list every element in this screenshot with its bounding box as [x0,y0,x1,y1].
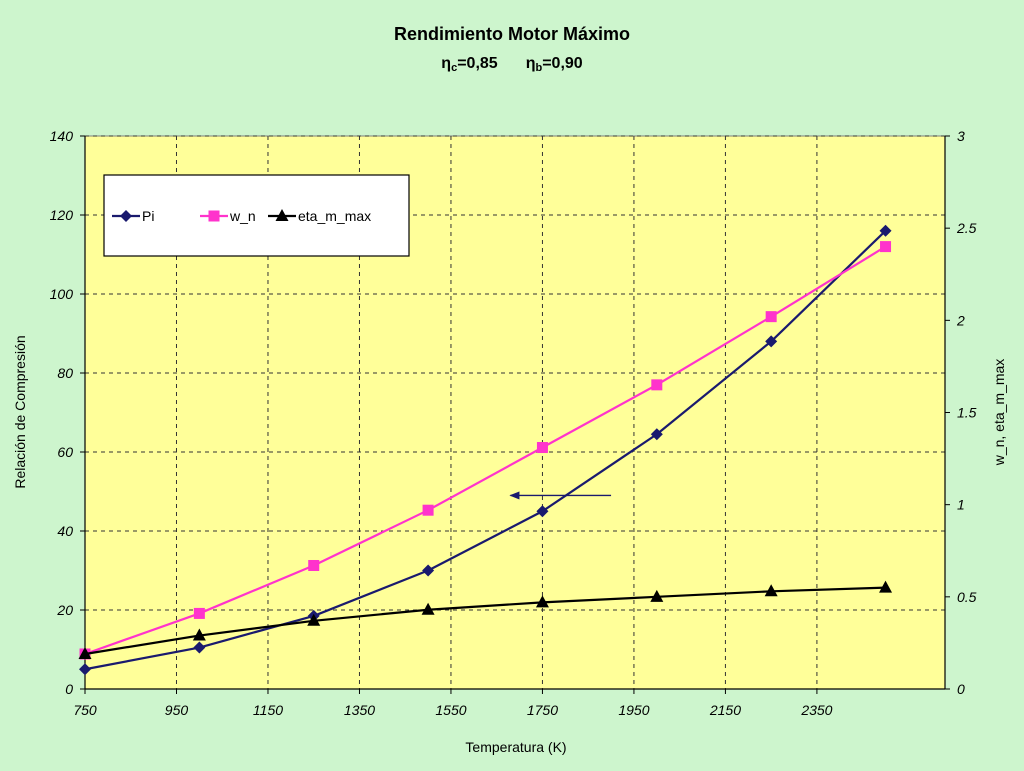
data-point [879,580,893,593]
data-point [535,595,549,608]
subtitle-left-sub: c [451,62,457,74]
y2-axis-title: w_n, eta_m_max [991,359,1007,467]
legend-marker [120,210,132,222]
subtitle-right-value: =0,90 [542,55,583,72]
series-line [84,245,887,656]
legend-box [103,174,410,257]
data-point [192,628,206,641]
y2-tick-label: 1 [957,497,965,513]
y2-tick-label: 0.5 [957,589,977,605]
chart-subtitle: ηc=0,85 ηb=0,90 [441,55,582,74]
series-line [84,586,886,656]
legend-marker [275,209,289,221]
x-tick-label: 1950 [618,702,649,718]
chart-title: Rendimiento Motor Máximo [394,24,630,44]
axes: 750 950 1150 1350 1550 1750 1950 2150 2350020406… [50,128,977,718]
data-point [421,602,435,615]
x-tick-label: 1550 [435,702,466,718]
y2-tick-label: 0 [957,681,965,697]
y-tick-label: 120 [50,207,74,223]
data-point [307,613,321,626]
y-tick-label: 20 [56,602,73,618]
x-tick-label: 950 [165,702,189,718]
data-point [78,646,92,659]
y2-tick-label: 3 [957,128,965,144]
data-point [765,311,777,323]
legend-label: eta_m_max [298,208,371,224]
data-point [536,505,549,518]
x-tick-label: 1150 [253,702,283,718]
y-tick-label: 140 [50,128,74,144]
series-eta-m-max [78,580,893,659]
x-tick-label: 1350 [344,702,375,718]
y-tick-label: 80 [57,365,73,381]
data-point [880,241,892,253]
series-layer [78,224,893,676]
legend-marker [208,210,220,222]
data-point [764,584,778,597]
series-Pi [79,224,892,676]
data-point [79,663,91,676]
legend-entry: w_n [200,208,256,224]
data-point [193,607,205,619]
y-tick-label: 100 [50,286,74,302]
legend-entry: eta_m_max [268,208,371,224]
subtitle-right-sub: b [535,62,542,74]
subtitle-left-symbol: η [441,55,451,72]
x-axis-title: Temperatura (K) [465,739,566,755]
data-point [193,641,206,654]
y-tick-label: 0 [65,681,73,697]
legend: Pi w_n eta_m_max [103,174,410,257]
y-tick-label: 60 [57,444,73,460]
x-tick-label: 750 [73,702,97,718]
data-point [650,428,663,441]
x-tick-label: 2150 [709,702,741,718]
subtitle-right-symbol: η [526,55,536,72]
legend-entry: Pi [112,208,154,224]
data-point [536,442,548,454]
data-point [879,224,892,237]
y2-tick-label: 2 [956,312,965,328]
data-point [650,589,664,602]
legend-label: w_n [229,208,256,224]
subtitle-left-value: =0,85 [457,55,498,72]
x-tick-label: 2350 [800,702,832,718]
y2-tick-label: 2.5 [956,220,977,236]
x-tick-label: 1750 [527,702,558,718]
data-point [765,335,778,348]
legend-label: Pi [142,208,154,224]
data-point [308,559,320,571]
data-point [651,379,663,391]
y2-tick-label: 1.5 [957,405,977,421]
data-point [422,504,434,516]
series-w-n [79,241,892,660]
y-axis-title: Relación de Compresión [12,335,28,488]
y-tick-label: 40 [57,523,73,539]
series-line [84,230,887,671]
data-point [422,564,435,577]
